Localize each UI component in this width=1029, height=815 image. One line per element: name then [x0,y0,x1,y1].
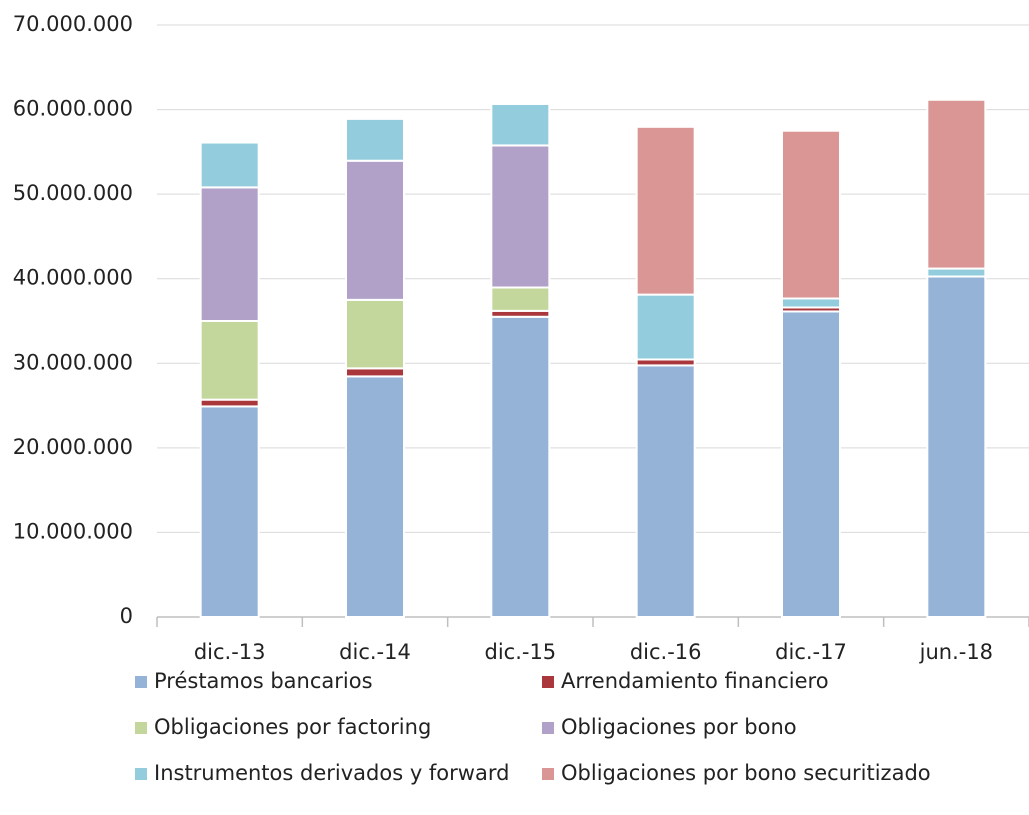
legend-label: Arrendamiento financiero [561,669,829,693]
legend-swatch [542,722,554,734]
bar-segment [345,117,405,162]
bar-segment [490,144,551,289]
legend-swatch [542,768,554,780]
x-tick-label: dic.-17 [775,640,847,664]
y-tick-label: 70.000.000 [13,12,133,36]
legend-swatch [135,722,147,734]
x-tick-label: dic.-15 [484,640,556,664]
legend-swatch [135,676,147,688]
bar-segment [926,275,987,618]
bar-segment [345,159,405,301]
legend-label: Instrumentos derivados y forward [154,761,509,785]
y-tick-label: 30.000.000 [13,350,133,374]
legend-label: Obligaciones por bono securitizado [561,761,931,785]
bar-segment [345,375,405,618]
bar-segment [199,405,260,618]
bar-segment [926,98,987,270]
bar-segment [199,186,260,322]
legend-label: Préstamos bancarios [154,669,373,693]
bar-segment [926,267,987,278]
bar-segment [635,293,696,361]
x-tick-label: jun.-18 [919,640,993,664]
bar-segment [781,310,841,618]
y-tick-label: 0 [120,604,133,628]
legend-swatch [542,676,554,688]
bar-segment [199,398,260,408]
bar-segment [199,320,260,401]
x-tick-label: dic.-14 [339,640,411,664]
y-tick-label: 60.000.000 [13,97,133,121]
legend-swatch [135,768,147,780]
y-tick-label: 10.000.000 [13,519,133,543]
bar-segment [345,367,405,378]
bar-segment [490,315,551,618]
bar-segment [199,141,260,189]
bar-segment [345,298,405,370]
bar-segment [490,102,551,147]
y-tick-label: 50.000.000 [13,181,133,205]
y-tick-label: 20.000.000 [13,435,133,459]
x-tick-label: dic.-13 [194,640,266,664]
bar-segment [490,286,551,312]
legend-label: Obligaciones por factoring [154,715,431,739]
bar-segment [635,125,696,296]
x-tick-label: dic.-16 [630,640,702,664]
y-tick-label: 40.000.000 [13,266,133,290]
bar-segment [635,364,696,618]
legend-label: Obligaciones por bono [561,715,797,739]
bar-segment [781,129,841,300]
bar-segment [781,297,841,309]
